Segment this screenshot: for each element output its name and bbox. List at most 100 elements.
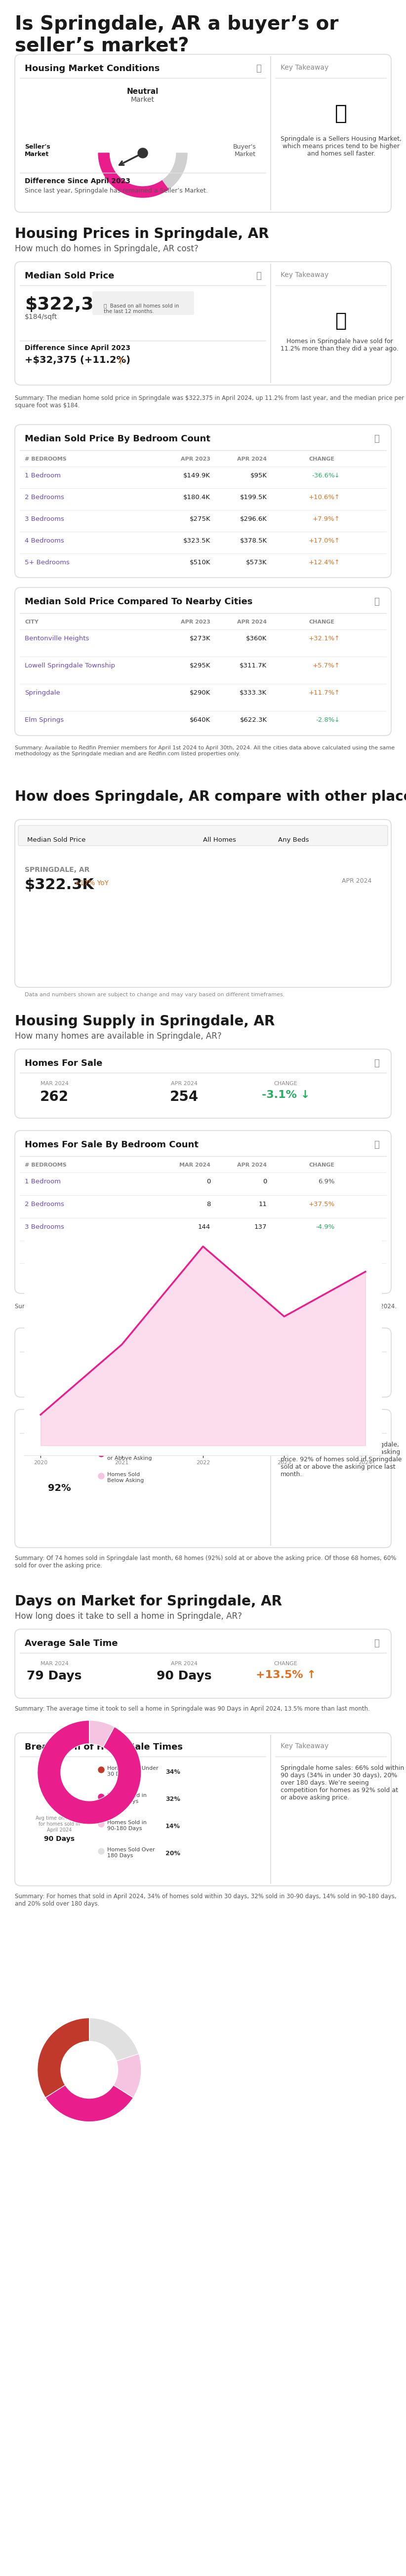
Text: Market: Market — [131, 95, 155, 103]
Text: Key Takeaway: Key Takeaway — [281, 270, 329, 278]
Text: $290K: $290K — [190, 690, 211, 696]
Circle shape — [98, 1473, 104, 1479]
Wedge shape — [89, 1721, 114, 1747]
Text: Homes Sold Over
180 Days: Homes Sold Over 180 Days — [107, 1847, 155, 1857]
Text: +5.7%: +5.7% — [313, 662, 335, 670]
Text: $95K: $95K — [250, 471, 267, 479]
Text: $273K: $273K — [190, 636, 211, 641]
Text: If you’re buying a home in Springdale, be prepared to pay close to the asking pr: If you’re buying a home in Springdale, b… — [281, 1443, 402, 1479]
Text: -15.9% ↓: -15.9% ↓ — [258, 1368, 314, 1378]
Text: Housing Prices in Springdale, AR: Housing Prices in Springdale, AR — [15, 227, 269, 242]
Text: $180.4K: $180.4K — [184, 495, 211, 500]
Text: +11.7%: +11.7% — [309, 690, 335, 696]
Text: APR 2024: APR 2024 — [237, 1162, 267, 1167]
Text: $378.5K: $378.5K — [240, 538, 267, 544]
Text: APR 2023: APR 2023 — [181, 456, 211, 461]
Text: 0: 0 — [206, 1177, 211, 1185]
Text: APR 2024: APR 2024 — [171, 1360, 197, 1365]
Text: 15: 15 — [202, 1270, 211, 1275]
Text: $184/sqft: $184/sqft — [25, 314, 57, 319]
Text: Data and numbers shown are subject to change and may vary based on different tim: Data and numbers shown are subject to ch… — [25, 992, 285, 997]
Text: $573K: $573K — [246, 559, 267, 567]
Text: APR 2023: APR 2023 — [181, 621, 211, 623]
Circle shape — [98, 1850, 104, 1855]
Text: ⓘ: ⓘ — [374, 1141, 379, 1149]
Text: 5+ Bedrooms: 5+ Bedrooms — [25, 559, 69, 567]
Text: $311.7K: $311.7K — [240, 662, 267, 670]
Text: $333.3K: $333.3K — [240, 690, 267, 696]
Circle shape — [138, 147, 148, 157]
Text: How much do homes in Springdale, AR cost?: How much do homes in Springdale, AR cost… — [15, 245, 199, 252]
Text: Since last year, Springdale has remained a Seller’s Market.: Since last year, Springdale has remained… — [25, 188, 208, 193]
Text: MAR 2024: MAR 2024 — [40, 1082, 68, 1087]
Text: $322.3K: $322.3K — [25, 878, 94, 891]
Text: 34%: 34% — [166, 1770, 180, 1775]
Text: +17% YoY: +17% YoY — [74, 881, 109, 886]
Text: +37.5%: +37.5% — [309, 1200, 335, 1208]
Wedge shape — [37, 2017, 89, 2097]
Text: Avg time on Market
for homes sold in
April 2024: Avg time on Market for homes sold in Apr… — [36, 1816, 83, 1832]
Text: 0: 0 — [263, 1177, 267, 1185]
Text: $322,375: $322,375 — [25, 296, 119, 314]
Text: 137: 137 — [255, 1224, 267, 1231]
FancyBboxPatch shape — [15, 587, 391, 737]
Text: Seller's
Market: Seller's Market — [25, 144, 50, 157]
Polygon shape — [98, 152, 169, 198]
Text: 15: 15 — [259, 1270, 267, 1275]
Text: Springdale home sales: 66% sold within 90 days (34% in under 30 days), 20% over : Springdale home sales: 66% sold within 9… — [281, 1765, 404, 1801]
Text: # BEDROOMS: # BEDROOMS — [25, 1162, 67, 1167]
Wedge shape — [45, 2084, 133, 2123]
Text: 2 Bedrooms: 2 Bedrooms — [25, 1200, 64, 1208]
Text: +32.1%: +32.1% — [309, 636, 335, 641]
Wedge shape — [89, 2017, 139, 2061]
Text: ↑: ↑ — [333, 515, 340, 523]
Text: Median Sold Price: Median Sold Price — [27, 837, 86, 842]
Text: ↑: ↑ — [333, 636, 340, 641]
Text: 8: 8 — [206, 1200, 211, 1208]
Text: $296.6K: $296.6K — [240, 515, 267, 523]
Text: SPRINGDALE, AR: SPRINGDALE, AR — [25, 866, 90, 873]
Text: +10.6%: +10.6% — [309, 495, 335, 500]
Text: APR 2024: APR 2024 — [171, 1662, 197, 1667]
Text: 14%: 14% — [166, 1824, 180, 1829]
FancyBboxPatch shape — [15, 1329, 391, 1396]
Text: -36.6%: -36.6% — [312, 471, 335, 479]
Circle shape — [98, 1793, 104, 1801]
Text: 90 Days: 90 Days — [157, 1669, 212, 1682]
Text: MAR 2024: MAR 2024 — [179, 1162, 211, 1167]
Text: ⓘ: ⓘ — [374, 1337, 379, 1347]
FancyBboxPatch shape — [15, 1409, 391, 1548]
Text: CHANGE: CHANGE — [309, 1162, 335, 1167]
FancyBboxPatch shape — [15, 1734, 391, 1886]
Text: ⓘ: ⓘ — [374, 1638, 379, 1649]
FancyBboxPatch shape — [15, 425, 391, 577]
Text: 11: 11 — [259, 1200, 267, 1208]
Text: 262: 262 — [40, 1090, 69, 1105]
Text: +13.5% ↑: +13.5% ↑ — [256, 1669, 316, 1680]
Text: APR 2024: APR 2024 — [237, 456, 267, 461]
Text: 32%: 32% — [166, 1795, 180, 1803]
Text: +12.4%: +12.4% — [309, 559, 335, 567]
Text: Homes Sold in
90-180 Days: Homes Sold in 90-180 Days — [107, 1821, 147, 1832]
Text: 6.9%: 6.9% — [318, 1177, 335, 1185]
Text: CHANGE: CHANGE — [274, 1360, 298, 1365]
FancyBboxPatch shape — [15, 1131, 391, 1293]
Text: +$32,375 (+11.2%): +$32,375 (+11.2%) — [25, 355, 130, 366]
Text: ⓘ: ⓘ — [374, 598, 379, 605]
Text: -2.8%: -2.8% — [316, 716, 335, 724]
FancyBboxPatch shape — [18, 824, 388, 845]
Text: Buyer's
Market: Buyer's Market — [233, 144, 256, 157]
FancyBboxPatch shape — [15, 54, 391, 211]
Text: 5+ Bedrooms: 5+ Bedrooms — [25, 1270, 69, 1275]
Text: 3 Bedrooms: 3 Bedrooms — [25, 515, 64, 523]
Text: $510K: $510K — [190, 559, 211, 567]
FancyBboxPatch shape — [92, 291, 194, 314]
Text: Key Takeaway: Key Takeaway — [281, 1419, 329, 1427]
Text: 20%: 20% — [166, 1850, 180, 1857]
Text: ↓: ↓ — [333, 471, 340, 479]
Text: $360K: $360K — [246, 636, 267, 641]
Text: Difference Since April 2023: Difference Since April 2023 — [25, 178, 130, 185]
Text: +7.9%: +7.9% — [313, 515, 335, 523]
Text: 74: 74 — [175, 1368, 194, 1383]
Text: Summary: The average time it took to sell a home in Springdale was 90 Days in Ap: Summary: The average time it took to sel… — [15, 1705, 370, 1713]
